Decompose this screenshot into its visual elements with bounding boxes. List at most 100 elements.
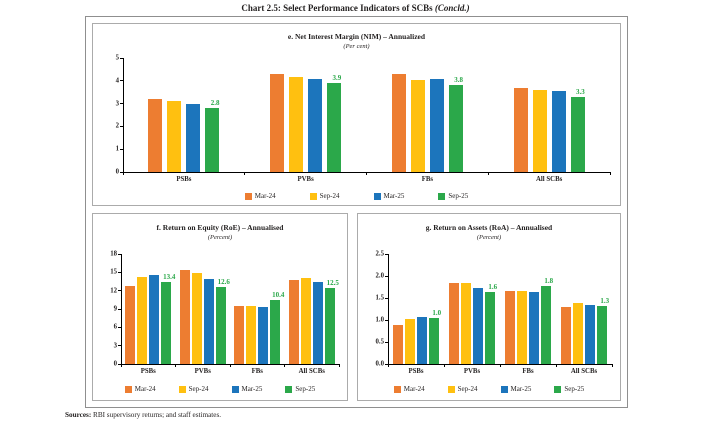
legend-label: Sep-25 [564, 385, 585, 393]
y-tick-mark [118, 345, 121, 347]
category-label-All SCBs: All SCBs [535, 176, 563, 183]
bar-Mar-24-FBs [391, 73, 406, 172]
data-label-PSBs: 1.0 [432, 309, 442, 318]
data-label-FBs: 1.8 [544, 277, 554, 286]
legend-label: Mar-25 [510, 385, 532, 393]
bar-Sep-24-All SCBs [573, 303, 583, 364]
bar-Mar-24-All SCBs [561, 306, 571, 364]
legend-label: Mar-24 [134, 385, 156, 393]
sources-label: Sources: [65, 411, 92, 419]
y-tick-label: 9 [113, 305, 117, 313]
y-tick-label: 3 [115, 100, 119, 108]
page-title-concld: (Concld.) [434, 3, 470, 13]
y-axis-line [388, 254, 390, 364]
bar-Mar-25-PSBs [417, 317, 427, 364]
bar-Mar-24-PVBs [179, 269, 190, 364]
x-tick-mark [499, 364, 501, 367]
legend-item-Mar-25: Mar-25 [500, 385, 532, 393]
bar-Mar-25-FBs [529, 292, 539, 364]
category-label-PVBs: PVBs [194, 368, 211, 375]
y-tick-label: 2.5 [375, 250, 385, 258]
bar-Mar-25-FBs [429, 78, 444, 172]
legend-swatch-Sep-24 [309, 192, 317, 200]
y-tick-mark [118, 290, 121, 292]
legend-swatch-Mar-24 [124, 385, 132, 393]
chart-subtitle-roe: (Percent) [207, 234, 233, 241]
category-label-FBs: FBs [421, 176, 434, 183]
x-tick-mark [284, 364, 285, 367]
legend-swatch-Mar-25 [500, 385, 508, 393]
y-tick-label: 6 [113, 323, 117, 331]
data-label-PVBs: 12.6 [217, 278, 230, 286]
legend-label: Sep-24 [319, 192, 340, 200]
bar-Sep-24-All SCBs [532, 89, 547, 172]
bar-Mar-25-PSBs [186, 103, 201, 172]
y-tick-mark [120, 80, 123, 82]
y-tick-label: 0.0 [375, 360, 385, 368]
legend-swatch-Sep-24 [178, 385, 186, 393]
legend-item-Sep-24: Sep-24 [309, 192, 340, 200]
y-tick-label: 1.5 [375, 294, 385, 302]
y-tick-mark [118, 308, 121, 310]
y-tick-mark [118, 363, 121, 365]
bar-Sep-25-PSBs [205, 108, 220, 172]
bar-Mar-24-PVBs [270, 73, 285, 172]
data-label-FBs: 3.8 [454, 76, 463, 85]
page-title-text: Chart 2.5: Select Performance Indicators… [241, 3, 433, 13]
bar-Sep-24-FBs [246, 305, 257, 364]
data-label-All SCBs: 3.3 [575, 87, 585, 96]
bottom-panels-row: f. Return on Equity (RoE) – Annualised (P… [92, 213, 621, 401]
chart-title-nim: e. Net Interest Margin (NIM) – Annualize… [287, 32, 426, 41]
bar-Sep-25-PVBs [215, 287, 226, 364]
y-tick-label: 15 [110, 268, 117, 276]
legend-nim: Mar-24 Sep-24 Mar-25 Sep-25 [93, 192, 620, 200]
legend-swatch-Mar-24 [244, 192, 252, 200]
panel-roa-chart: g. Return on Assets (RoA) – Annualised (P… [357, 213, 621, 401]
bar-Mar-24-PSBs [148, 99, 163, 172]
data-label-All SCBs: 1.3 [600, 297, 610, 306]
y-tick-label: 1.0 [375, 316, 385, 324]
category-label-PSBs: PSBs [408, 368, 424, 375]
y-tick-label: 4 [115, 77, 119, 85]
y-tick-mark [385, 253, 388, 255]
x-tick-mark [244, 172, 246, 175]
x-tick-mark [611, 364, 613, 367]
bar-Sep-24-PVBs [191, 272, 202, 364]
bar-Mar-25-FBs [258, 306, 269, 364]
x-tick-mark [387, 364, 389, 367]
bar-Sep-25-All SCBs [324, 287, 335, 364]
bar-Sep-24-PSBs [167, 101, 182, 172]
plot-area-roa: 0.0 0.5 1.0 1.5 2.0 2.5 1.0 1.6 1.8 1.3 PSBs PVBs FB… [376, 251, 613, 375]
bar-Mar-25-PSBs [149, 275, 160, 364]
y-tick-label: 0.5 [375, 338, 385, 346]
bar-Mar-24-PVBs [449, 283, 459, 364]
bar-Mar-24-PSBs [125, 285, 136, 364]
legend-item-Sep-24: Sep-24 [178, 385, 209, 393]
legend-item-Sep-25: Sep-25 [554, 385, 584, 393]
legend-item-Mar-24: Mar-24 [393, 385, 425, 393]
category-label-PSBs: PSBs [140, 368, 156, 375]
bar-Mar-25-PVBs [203, 279, 214, 364]
bar-Sep-25-FBs [270, 300, 281, 364]
y-tick-label: 0 [113, 360, 117, 368]
page-title: Chart 2.5: Select Performance Indicators… [0, 3, 711, 13]
bar-Mar-25-PVBs [473, 287, 483, 364]
y-tick-label: 18 [110, 250, 117, 258]
x-tick-mark [555, 364, 557, 367]
bar-Sep-25-All SCBs [570, 96, 585, 172]
y-tick-label: 5 [115, 54, 119, 62]
legend-label: Mar-25 [383, 192, 405, 200]
legend-swatch-Sep-24 [447, 385, 455, 393]
legend-swatch-Mar-24 [393, 385, 401, 393]
x-tick-mark [338, 364, 340, 367]
legend-item-Mar-24: Mar-24 [124, 385, 156, 393]
x-tick-mark [175, 364, 176, 367]
x-tick-mark [120, 364, 122, 367]
chart-subtitle-roa: (Percent) [476, 234, 502, 241]
legend-item-Mar-24: Mar-24 [244, 192, 276, 200]
bar-Sep-25-PVBs [485, 292, 495, 364]
data-label-FBs: 10.4 [272, 291, 285, 300]
category-label-PSBs: PSBs [176, 176, 192, 183]
y-tick-label: 3 [113, 342, 117, 350]
bar-Mar-25-PVBs [308, 78, 323, 172]
